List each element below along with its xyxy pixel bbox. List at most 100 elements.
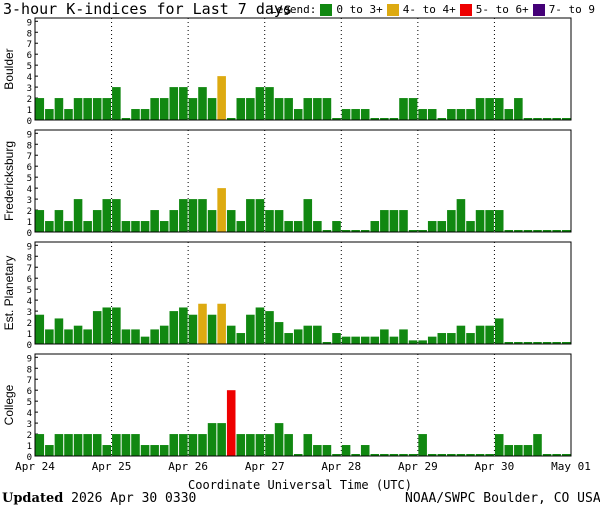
k-index-bar bbox=[45, 329, 54, 344]
k-index-bar bbox=[45, 445, 54, 456]
k-index-bar bbox=[121, 434, 131, 456]
k-index-bar bbox=[121, 329, 131, 344]
k-index-bar bbox=[35, 210, 45, 232]
k-index-bar bbox=[112, 307, 121, 344]
k-index-bar bbox=[485, 454, 494, 456]
k-index-bar bbox=[313, 98, 322, 120]
y-tick-label: 6 bbox=[27, 51, 32, 61]
legend-item-7-to-9: 7- to 9 bbox=[532, 3, 596, 16]
y-tick-label: 2 bbox=[27, 207, 32, 217]
k-index-bar bbox=[351, 336, 360, 344]
k-index-bar bbox=[561, 118, 571, 120]
k-index-bar bbox=[475, 325, 485, 344]
k-index-bar bbox=[504, 445, 514, 456]
k-index-bar bbox=[552, 342, 561, 344]
k-index-bar bbox=[54, 98, 64, 120]
k-index-bar bbox=[533, 230, 542, 232]
k-index-bar bbox=[399, 454, 408, 456]
k-index-bar bbox=[35, 434, 45, 456]
k-index-bar bbox=[131, 109, 140, 120]
y-tick-label: 3 bbox=[27, 308, 32, 318]
x-tick-label: Apr 26 bbox=[168, 460, 208, 473]
k-index-bar bbox=[437, 454, 447, 456]
k-index-bar bbox=[198, 87, 207, 120]
k-index-bar bbox=[542, 342, 552, 344]
k-index-bar bbox=[207, 98, 217, 120]
panel-station-label: Boulder bbox=[2, 48, 16, 89]
y-tick-label: 2 bbox=[27, 95, 32, 105]
k-index-bar bbox=[236, 98, 246, 120]
k-index-bar bbox=[360, 445, 370, 456]
k-index-bar bbox=[255, 199, 265, 232]
k-index-bar bbox=[561, 342, 571, 344]
k-index-bar bbox=[198, 434, 207, 456]
y-tick-label: 5 bbox=[27, 398, 32, 408]
k-index-bar bbox=[179, 307, 188, 344]
k-index-bar bbox=[303, 98, 313, 120]
k-index-bar bbox=[83, 434, 92, 456]
y-tick-label: 3 bbox=[27, 84, 32, 94]
y-tick-label: 2 bbox=[27, 319, 32, 329]
y-tick-label: 5 bbox=[27, 286, 32, 296]
k-index-bar bbox=[246, 434, 255, 456]
k-index-bar bbox=[236, 221, 246, 232]
y-tick-label: 0 bbox=[27, 341, 32, 351]
legend-swatch-red bbox=[459, 3, 472, 16]
panel-station-label: College bbox=[2, 384, 16, 425]
k-index-bar bbox=[360, 230, 370, 232]
k-index-bar bbox=[552, 230, 561, 232]
k-index-bar bbox=[274, 423, 284, 456]
k-index-bar bbox=[140, 445, 150, 456]
k-index-bar bbox=[466, 109, 475, 120]
k-index-bar bbox=[293, 109, 303, 120]
k-index-bar bbox=[112, 199, 121, 232]
legend-item-label: 7- to 9 bbox=[548, 3, 596, 16]
k-index-bar bbox=[523, 118, 533, 120]
k-index-bar bbox=[83, 329, 92, 344]
k-index-bar bbox=[112, 434, 121, 456]
k-index-bar bbox=[447, 333, 456, 344]
y-tick-label: 9 bbox=[27, 354, 32, 364]
x-tick-label: Apr 24 bbox=[15, 460, 55, 473]
k-index-bar bbox=[475, 210, 485, 232]
k-index-bar bbox=[159, 98, 169, 120]
k-index-bar bbox=[533, 434, 542, 456]
y-tick-label: 0 bbox=[27, 117, 32, 127]
k-index-bar bbox=[351, 109, 360, 120]
k-index-bar bbox=[131, 329, 140, 344]
k-index-bar bbox=[370, 118, 380, 120]
k-index-bar bbox=[485, 98, 494, 120]
k-index-bar bbox=[380, 454, 389, 456]
k-index-bar bbox=[389, 336, 399, 344]
k-index-bar bbox=[514, 230, 523, 232]
k-index-bar bbox=[179, 434, 188, 456]
y-tick-label: 1 bbox=[27, 218, 32, 228]
k-index-bar bbox=[399, 329, 408, 344]
k-index-bar bbox=[64, 434, 73, 456]
y-tick-label: 7 bbox=[27, 152, 32, 162]
k-index-bar bbox=[255, 87, 265, 120]
k-index-bar bbox=[389, 118, 399, 120]
y-tick-label: 1 bbox=[27, 106, 32, 116]
k-index-bar bbox=[169, 210, 179, 232]
x-tick-label: Apr 25 bbox=[92, 460, 132, 473]
k-index-bar bbox=[514, 342, 523, 344]
k-index-bar bbox=[140, 221, 150, 232]
k-index-bar bbox=[73, 434, 83, 456]
legend-item-label: 4- to 4+ bbox=[402, 3, 456, 16]
y-tick-label: 7 bbox=[27, 264, 32, 274]
k-index-bar bbox=[322, 342, 332, 344]
k-index-bar bbox=[332, 454, 341, 456]
k-index-bar bbox=[351, 230, 360, 232]
k-index-bar bbox=[207, 314, 217, 344]
k-index-bar bbox=[418, 340, 427, 344]
k-index-bar bbox=[102, 307, 112, 344]
k-index-bar bbox=[437, 221, 447, 232]
k-index-bar bbox=[198, 303, 207, 344]
k-index-bar bbox=[427, 109, 437, 120]
k-index-bar bbox=[293, 454, 303, 456]
k-index-bar bbox=[35, 314, 45, 344]
k-index-bar bbox=[408, 340, 418, 344]
y-tick-label: 3 bbox=[27, 420, 32, 430]
k-index-bar bbox=[447, 109, 456, 120]
